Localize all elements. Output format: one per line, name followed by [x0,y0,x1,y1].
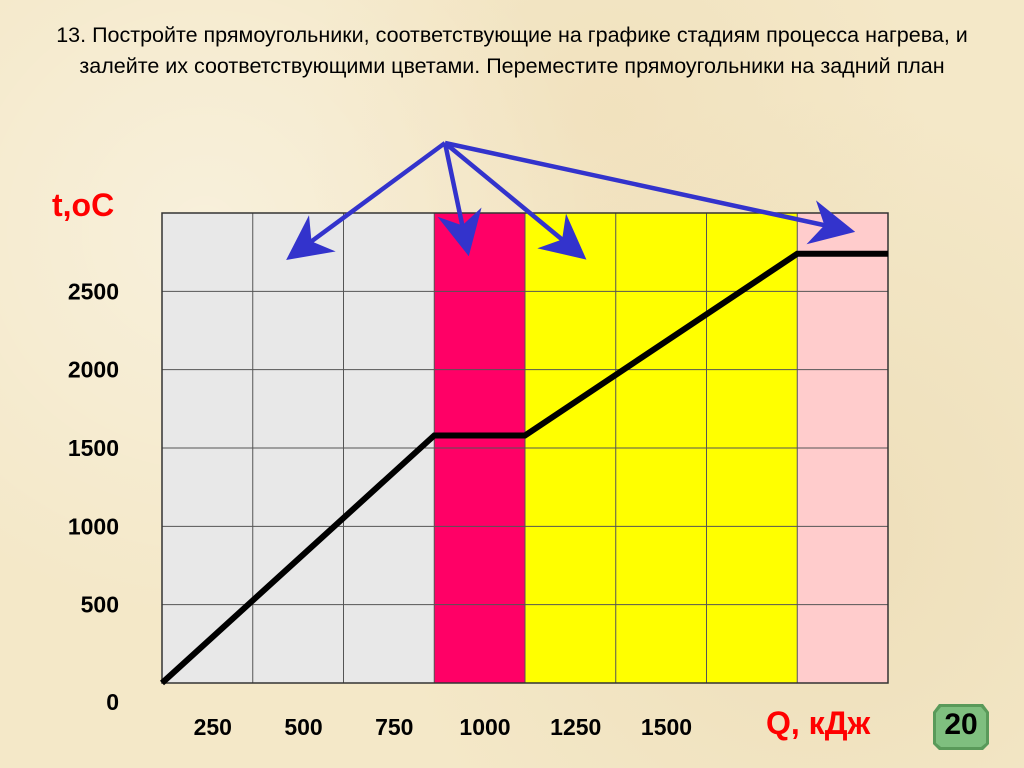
pointer-arrows [286,140,856,261]
y-tick-label: 1000 [68,513,119,539]
x-tick-label: 250 [194,714,232,740]
y-tick-label: 2500 [68,278,119,304]
chart-series [159,250,889,686]
y-tick-label: 1500 [68,435,119,461]
pointer-arrow-1 [286,141,447,261]
slide-number-badge: 20 [933,704,989,750]
pointer-arrow-4 [444,140,856,245]
plot-frame [161,212,889,684]
axis-labels: 250 500 750 1000 1250 1500 0 500 1000 1500 2000 250… [52,187,870,741]
x-tick-label: 750 [375,714,413,740]
slide-number: 20 [944,708,978,741]
y-axis-title: t,oC [52,187,114,223]
y-tick-label: 500 [81,592,119,618]
pointer-arrow-3 [443,141,587,260]
x-tick-label: 1250 [550,714,601,740]
x-tick-label: 1000 [459,714,510,740]
y-tick-label: 0 [106,689,119,715]
chart-grid [162,213,888,683]
pointer-arrow-2 [437,142,482,257]
plot-frame-border [161,212,889,684]
x-tick-label: 500 [284,714,322,740]
task-text: 13. Постройте прямоугольники, соответств… [56,23,968,78]
x-tick-label: 1500 [641,714,692,740]
x-axis-title: Q, кДж [766,705,870,741]
y-tick-label: 2000 [68,357,119,383]
